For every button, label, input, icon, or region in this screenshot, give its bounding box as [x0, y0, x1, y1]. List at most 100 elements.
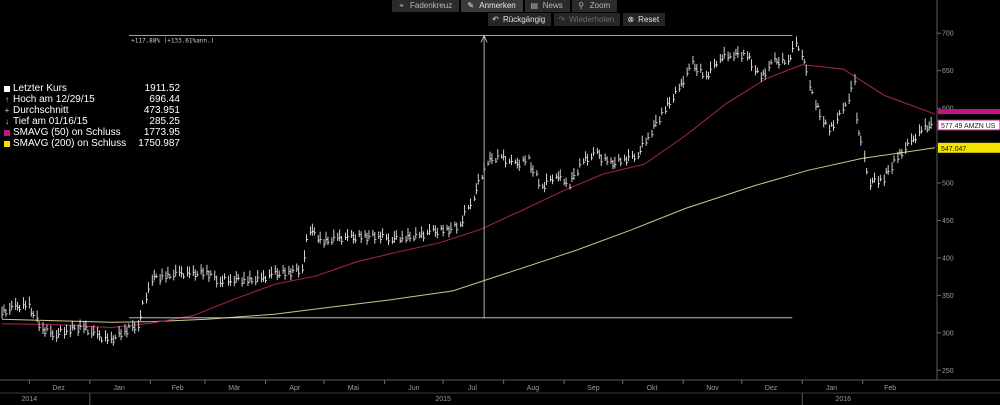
legend-sma200[interactable]: SMAVG (200) on Schluss 1750.987: [4, 138, 180, 149]
price-bar: [360, 231, 363, 244]
price-bar: [756, 67, 759, 74]
price-bar: [665, 106, 668, 115]
price-bar: [893, 155, 896, 163]
price-bar: [477, 173, 480, 185]
price-bar: [167, 266, 170, 278]
price-bar: [388, 233, 391, 246]
price-bar: [546, 173, 549, 186]
price-bar: [831, 122, 834, 127]
price-bar: [727, 51, 730, 62]
price-bar: [42, 322, 45, 335]
zoom-button[interactable]: ⚲ Zoom: [571, 0, 618, 12]
price-bar: [306, 234, 309, 243]
year-label: 2015: [435, 396, 451, 403]
price-bar: [626, 156, 629, 166]
crosshair-icon: ⌖: [399, 1, 404, 10]
price-bar: [434, 225, 437, 237]
price-bar: [614, 156, 617, 169]
price-bar: [210, 270, 213, 277]
price-bar: [147, 281, 150, 294]
price-bar: [339, 229, 342, 242]
price-bar: [688, 63, 691, 71]
price-bar: [114, 334, 117, 340]
price-bar: [32, 311, 35, 319]
price-bar: [415, 227, 418, 239]
price-bar: [200, 264, 203, 275]
price-bar: [93, 325, 96, 336]
price-bar: [606, 156, 609, 166]
legend-high-value: 696.44: [149, 94, 180, 105]
undo-button[interactable]: ↶ Rückgängig: [488, 13, 552, 26]
price-bar: [214, 270, 217, 281]
price-bar: [120, 329, 123, 341]
price-bar: [797, 45, 800, 52]
price-bar: [186, 266, 190, 277]
price-bar: [907, 138, 910, 147]
annotate-button[interactable]: ✎ Anmerken: [461, 0, 523, 12]
price-bar: [655, 114, 658, 127]
price-bar: [44, 327, 47, 337]
price-bar: [805, 64, 808, 76]
last-price-swatch: [4, 85, 10, 92]
price-bar: [915, 133, 918, 144]
price-bar: [577, 169, 580, 177]
price-bar: [823, 116, 826, 128]
price-bar: [885, 168, 888, 175]
price-bar: [585, 151, 588, 162]
price-bar: [721, 54, 724, 62]
chart-toolbar: ⌖ Fadenkreuz ✎ Anmerken ▤ News ⚲ Zoom: [392, 0, 618, 12]
price-bar: [659, 116, 662, 125]
sma50-swatch: [4, 129, 10, 136]
price-bar: [15, 298, 18, 311]
price-bar: [891, 162, 894, 175]
price-bar: [749, 52, 752, 60]
price-bar: [497, 149, 500, 160]
y-tick-label: 350: [942, 293, 954, 300]
price-bar: [99, 330, 102, 341]
price-bar: [741, 51, 744, 62]
legend-last-value: 1911.52: [144, 83, 180, 94]
price-bar: [399, 236, 402, 244]
price-bar: [155, 273, 158, 279]
price-bar: [563, 178, 566, 186]
price-bar: [682, 75, 685, 88]
redo-icon: ↷: [558, 15, 566, 24]
price-bar: [686, 67, 689, 77]
legend-sma50[interactable]: SMAVG (50) on Schluss 1773.95: [4, 127, 180, 138]
price-bar: [573, 167, 576, 180]
price-bar: [729, 52, 732, 59]
reset-button[interactable]: ⊗ Reset: [623, 13, 666, 26]
price-bar: [364, 230, 367, 238]
crosshair-button[interactable]: ⌖ Fadenkreuz: [392, 0, 460, 12]
price-bar: [651, 129, 654, 138]
arrow-up-icon: ↑: [5, 95, 9, 104]
price-bar: [495, 157, 498, 163]
price-bar: [263, 270, 266, 282]
price-bar: [647, 132, 650, 141]
y-tick-label: 250: [942, 368, 954, 375]
price-bar: [17, 301, 20, 311]
legend-last-price[interactable]: Letzter Kurs 1911.52: [4, 83, 180, 94]
price-bar: [509, 158, 512, 164]
price-bar: [768, 61, 771, 72]
price-bar: [60, 325, 63, 332]
price-bar: [358, 230, 361, 238]
price-bar: [926, 125, 929, 133]
price-bar: [522, 156, 525, 162]
legend-last-label: Letzter Kurs: [13, 83, 67, 94]
price-bar: [628, 149, 631, 161]
x-tick-label: Aug: [527, 385, 540, 392]
price-bar: [817, 103, 820, 108]
price-bar: [737, 46, 740, 58]
x-tick-label: Sep: [587, 385, 600, 392]
price-bar: [124, 324, 127, 336]
price-bar: [118, 326, 121, 338]
price-bar: [778, 56, 781, 69]
news-button[interactable]: ▤ News: [524, 0, 570, 12]
x-tick-label: Apr: [289, 385, 301, 392]
price-bar: [325, 231, 328, 244]
redo-button[interactable]: ↷ Wiederholen: [554, 13, 621, 26]
price-bar: [501, 153, 504, 159]
news-label: News: [542, 1, 563, 10]
